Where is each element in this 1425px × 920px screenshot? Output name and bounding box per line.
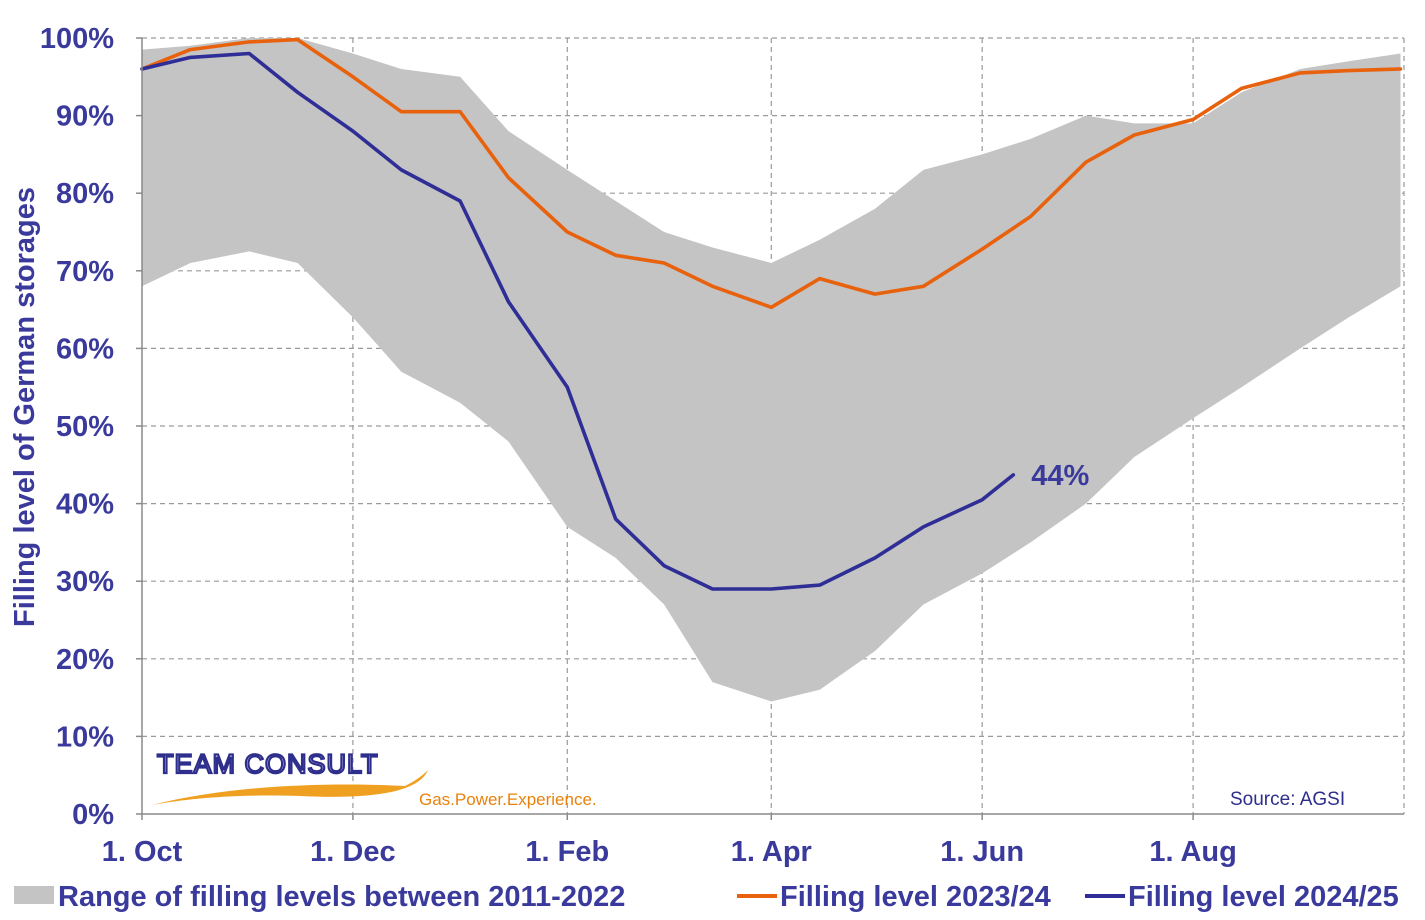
logo-swoosh [152,770,428,805]
y-tick-label: 0% [72,799,114,831]
band-layer [142,38,1401,702]
x-tick-label: 1. Feb [525,836,609,868]
legend: Range of filling levels between 2011-202… [14,881,1399,913]
y-tick-label: 20% [56,644,114,676]
source-label: Source: AGSI [1230,789,1345,810]
y-tick-label: 30% [56,566,114,598]
legend-band-swatch [14,886,54,904]
y-tick-label: 100% [40,23,114,55]
x-tick-label: 1. Apr [731,836,812,868]
legend-label-2023: Filling level 2023/24 [780,881,1051,913]
legend-band-label: Range of filling levels between 2011-202… [58,881,625,913]
team-consult-logo: TEAM CONSULT Gas.Power.Experience. [152,748,597,809]
y-tick-label: 50% [56,411,114,443]
legend-label-2024: Filling level 2024/25 [1128,881,1399,913]
series-layer [140,37,1403,591]
y-tick-label: 90% [56,101,114,133]
y-tick-label: 10% [56,721,114,753]
logo-tagline: Gas.Power.Experience. [419,790,597,809]
range-band [142,38,1401,702]
y-tick-label: 70% [56,256,114,288]
logo-name: TEAM CONSULT [157,749,379,779]
x-tick-label: 1. Dec [310,836,395,868]
x-tick-label: 1. Oct [102,836,183,868]
y-tick-label: 60% [56,333,114,365]
y-tick-label: 80% [56,178,114,210]
series-line-2024-25 [140,51,1016,591]
annotation-label: 44% [1031,460,1089,492]
x-tick-label: 1. Jun [940,836,1024,868]
y-tick-label: 40% [56,489,114,521]
y-axis-label: Filling level of German storages [9,187,41,627]
series-line-2023-24 [140,37,1403,310]
x-tick-labels: 1. Oct 1. Dec 1. Feb 1. Apr 1. Jun 1. Aug [102,836,1237,868]
axes [136,37,1404,820]
x-tick-label: 1. Aug [1149,836,1237,868]
y-tick-labels: 0% 10% 20% 30% 40% 50% 60% 70% 80% 90% 100% [40,23,114,831]
